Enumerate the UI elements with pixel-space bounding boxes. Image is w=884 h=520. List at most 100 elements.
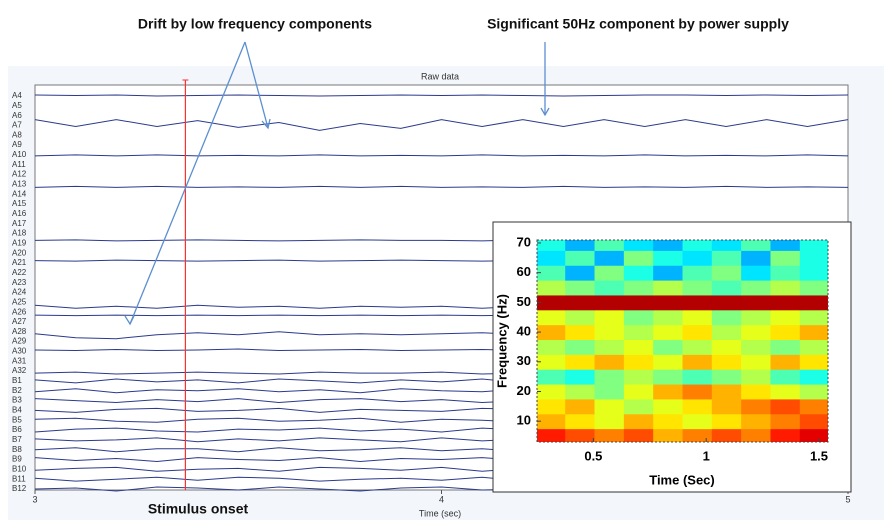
cell (623, 384, 654, 400)
cell (623, 240, 654, 251)
cell (594, 428, 625, 442)
cell (770, 369, 801, 385)
cell (594, 294, 625, 311)
cell (537, 339, 566, 355)
cell (770, 384, 801, 400)
cell (711, 324, 742, 341)
channel-label: B7 (12, 435, 22, 444)
cell (770, 265, 801, 281)
cell (682, 309, 713, 326)
cell (537, 413, 566, 430)
cell (682, 339, 713, 355)
channel-label: A4 (12, 91, 22, 100)
cell (770, 339, 801, 355)
channel-label: B9 (12, 455, 22, 464)
channel-label: B12 (12, 484, 27, 493)
channel-label: B4 (12, 406, 22, 415)
annotation: Stimulus onset (148, 501, 249, 517)
cell (565, 354, 596, 370)
spectrogram: 0.5 1 1.5 10 20 30 40 50 60 70 (517, 234, 829, 463)
cell (623, 265, 654, 281)
cell (741, 280, 771, 296)
x-axis-label: Time (Sec) (649, 472, 715, 487)
cell (711, 398, 742, 415)
cell (682, 384, 713, 400)
cell (799, 384, 828, 400)
cell (565, 309, 596, 326)
cell (594, 384, 625, 400)
cell (799, 413, 828, 430)
cell (799, 324, 828, 341)
y-tick-label: 30 (517, 353, 531, 368)
cell (623, 309, 654, 326)
arrow-head (261, 118, 271, 130)
cell (594, 339, 625, 355)
cell (565, 240, 596, 251)
channel-label: A12 (12, 170, 27, 179)
cell (653, 369, 683, 385)
cell (537, 324, 566, 341)
x-tick-label: 3 (32, 494, 37, 504)
cell (741, 324, 771, 341)
cell (537, 354, 566, 370)
cell (741, 369, 771, 385)
arrow-head (124, 315, 135, 326)
cell (770, 324, 801, 341)
cell (623, 398, 654, 415)
channel-label: A15 (12, 199, 27, 208)
channel-label: A14 (12, 189, 27, 198)
cell (711, 280, 742, 296)
cell (537, 265, 566, 281)
cell (711, 265, 742, 281)
cell (594, 309, 625, 326)
cell (623, 369, 654, 385)
channel-label: B8 (12, 445, 22, 454)
cell (594, 398, 625, 415)
cell (799, 265, 828, 281)
cell (653, 384, 683, 400)
cell (711, 294, 742, 311)
cell (682, 413, 713, 430)
annotation: Significant 50Hz component by power supp… (487, 16, 789, 32)
cell (799, 294, 828, 311)
cell (711, 309, 742, 326)
cell (799, 309, 828, 326)
channel-label: A7 (12, 121, 22, 130)
channel-label: A29 (12, 337, 27, 346)
cell (565, 250, 596, 266)
cell (565, 324, 596, 341)
cell (799, 339, 828, 355)
cell (653, 339, 683, 355)
channel-label: A18 (12, 229, 27, 238)
cell (799, 240, 828, 251)
y-tick-label: 10 (517, 413, 531, 428)
cell (653, 428, 683, 442)
channel-label: B5 (12, 415, 22, 424)
cell (799, 354, 828, 370)
channel-label: B11 (12, 474, 26, 483)
trace (34, 94, 849, 97)
cell (623, 339, 654, 355)
cell (741, 354, 771, 370)
x-tick-label: 0.5 (584, 448, 602, 463)
cell (594, 354, 625, 370)
cell (537, 240, 566, 251)
channel-label: A32 (12, 366, 27, 375)
cell (770, 250, 801, 266)
cell (594, 324, 625, 341)
channel-label: A8 (12, 130, 22, 139)
arrow (244, 41, 269, 129)
y-tick-label: 70 (517, 234, 531, 249)
y-tick-label: 40 (517, 324, 531, 339)
channel-label: A31 (12, 356, 27, 365)
cell (594, 413, 625, 430)
cell (565, 398, 596, 415)
trace (34, 154, 849, 157)
channel-label: A25 (12, 297, 27, 306)
cell (653, 250, 683, 266)
cell (770, 280, 801, 296)
cell (682, 354, 713, 370)
cell (682, 428, 713, 442)
cell (565, 294, 596, 311)
annotation: Drift by low frequency components (138, 16, 372, 32)
